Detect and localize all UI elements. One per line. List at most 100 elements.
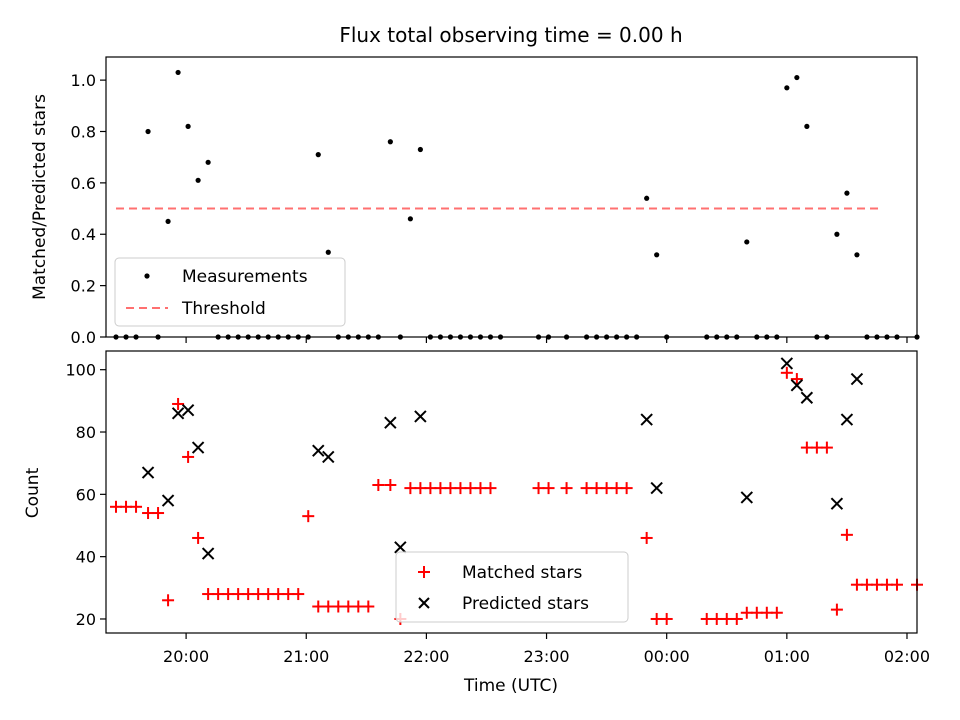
measurement-point: [165, 218, 171, 225]
measurement-point: [325, 249, 331, 255]
matched-stars-point: [262, 588, 275, 601]
matched-stars-point: [372, 478, 385, 491]
y-tick-label: 40: [76, 548, 96, 567]
matched-stars-point: [444, 482, 457, 495]
top-panel-marks: [113, 69, 920, 340]
matched-stars-point: [870, 578, 883, 591]
y-tick-label: 20: [76, 610, 96, 629]
top-panel-frame: [105, 56, 918, 338]
predicted-stars-point: [740, 491, 753, 504]
legend-predicted-marker: [418, 597, 430, 609]
x-tick-label: 01:00: [764, 647, 810, 666]
matched-stars-point: [790, 373, 803, 386]
matched-stars-point: [464, 482, 477, 495]
matched-stars-point: [580, 482, 593, 495]
measurement-point: [195, 177, 201, 183]
matched-stars-point: [780, 366, 793, 379]
matched-stars-point: [322, 600, 335, 613]
legend-measurements-label: Measurements: [182, 267, 308, 287]
predicted-stars-point: [414, 410, 427, 423]
matched-stars-point: [282, 588, 295, 601]
matched-stars-point: [830, 603, 843, 616]
measurement-point: [834, 231, 840, 237]
bottom-x-ticks: 20:00 21:00 22:00 23:00 00:00 01:00 02:00: [163, 633, 930, 666]
matched-stars-point: [162, 594, 175, 607]
matched-stars-point: [202, 588, 215, 601]
y-tick-label: 60: [76, 485, 96, 504]
matched-stars-point: [600, 482, 613, 495]
y-tick-label: 0.6: [71, 174, 96, 193]
matched-stars-point: [342, 600, 355, 613]
y-tick-label: 0.0: [71, 328, 96, 347]
y-tick-label: 100: [65, 361, 96, 380]
predicted-stars-point: [830, 497, 844, 510]
matched-stars-point: [810, 441, 823, 454]
measurement-point: [844, 190, 850, 196]
matched-stars-point: [272, 588, 285, 601]
matched-stars-point: [434, 482, 447, 495]
bottom-y-axis-label: Count: [23, 467, 43, 518]
predicted-stars-point: [181, 403, 195, 417]
matched-stars-point: [720, 612, 733, 625]
matched-stars-point: [610, 482, 623, 495]
matched-stars-point: [362, 600, 375, 613]
matched-stars-point: [192, 531, 205, 544]
matched-stars-point: [212, 588, 225, 601]
bottom-panel-marks: [110, 357, 923, 625]
predicted-stars-point: [171, 407, 185, 420]
bottom-legend-box: [395, 551, 629, 623]
matched-stars-point: [890, 578, 903, 591]
legend-measurements-marker: [144, 273, 150, 279]
matched-stars-point: [384, 478, 397, 491]
predicted-stars-point: [800, 391, 814, 404]
matched-stars-point: [620, 482, 633, 495]
bottom-x-axis-label: Time (UTC): [463, 676, 558, 696]
matched-stars-point: [800, 441, 813, 454]
matched-stars-point: [414, 482, 427, 495]
predicted-stars-point: [850, 372, 864, 386]
matched-stars-point: [750, 606, 763, 619]
top-legend-box: [114, 257, 346, 327]
matched-stars-point: [152, 507, 165, 520]
top-legend: Measurements Threshold: [114, 257, 346, 327]
matched-stars-point: [182, 450, 195, 463]
matched-stars-point: [840, 528, 853, 541]
matched-stars-point: [352, 600, 365, 613]
matched-stars-point: [880, 578, 893, 591]
measurement-point: [644, 195, 650, 201]
predicted-stars-point: [840, 413, 854, 426]
matched-stars-point: [860, 578, 873, 591]
legend-matched-label: Matched stars: [462, 563, 582, 583]
matched-stars-point: [332, 600, 345, 613]
matched-stars-point: [302, 510, 315, 523]
predicted-stars-point: [322, 450, 335, 464]
matched-stars-point: [730, 612, 743, 625]
measurement-point: [387, 139, 393, 145]
bottom-panel-frame: [105, 350, 918, 634]
matched-stars-point: [242, 588, 255, 601]
predicted-stars-point: [790, 379, 804, 392]
measurement-point: [407, 216, 413, 222]
matched-stars-point: [454, 482, 467, 495]
measurement-point: [794, 74, 800, 81]
matched-stars-point: [770, 606, 783, 619]
matched-stars-point: [850, 578, 863, 591]
matched-stars-point: [232, 588, 245, 601]
matched-stars-point: [142, 507, 155, 520]
measurement-point: [175, 69, 181, 76]
legend-matched-marker: [418, 566, 430, 578]
x-tick-label: 02:00: [884, 647, 930, 666]
measurement-point: [417, 146, 423, 153]
predicted-stars-point: [312, 444, 325, 457]
predicted-stars-point: [650, 481, 663, 495]
matched-stars-point: [404, 482, 417, 495]
matched-stars-point: [292, 588, 305, 601]
predicted-stars-point: [141, 466, 155, 479]
matched-stars-point: [222, 588, 235, 601]
matched-stars-point: [172, 397, 185, 410]
matched-stars-point: [820, 441, 833, 454]
bottom-y-ticks: 20 40 60 80 100: [65, 361, 106, 629]
matched-stars-point: [700, 612, 713, 625]
matched-stars-point: [740, 606, 753, 619]
measurement-point: [315, 152, 321, 158]
